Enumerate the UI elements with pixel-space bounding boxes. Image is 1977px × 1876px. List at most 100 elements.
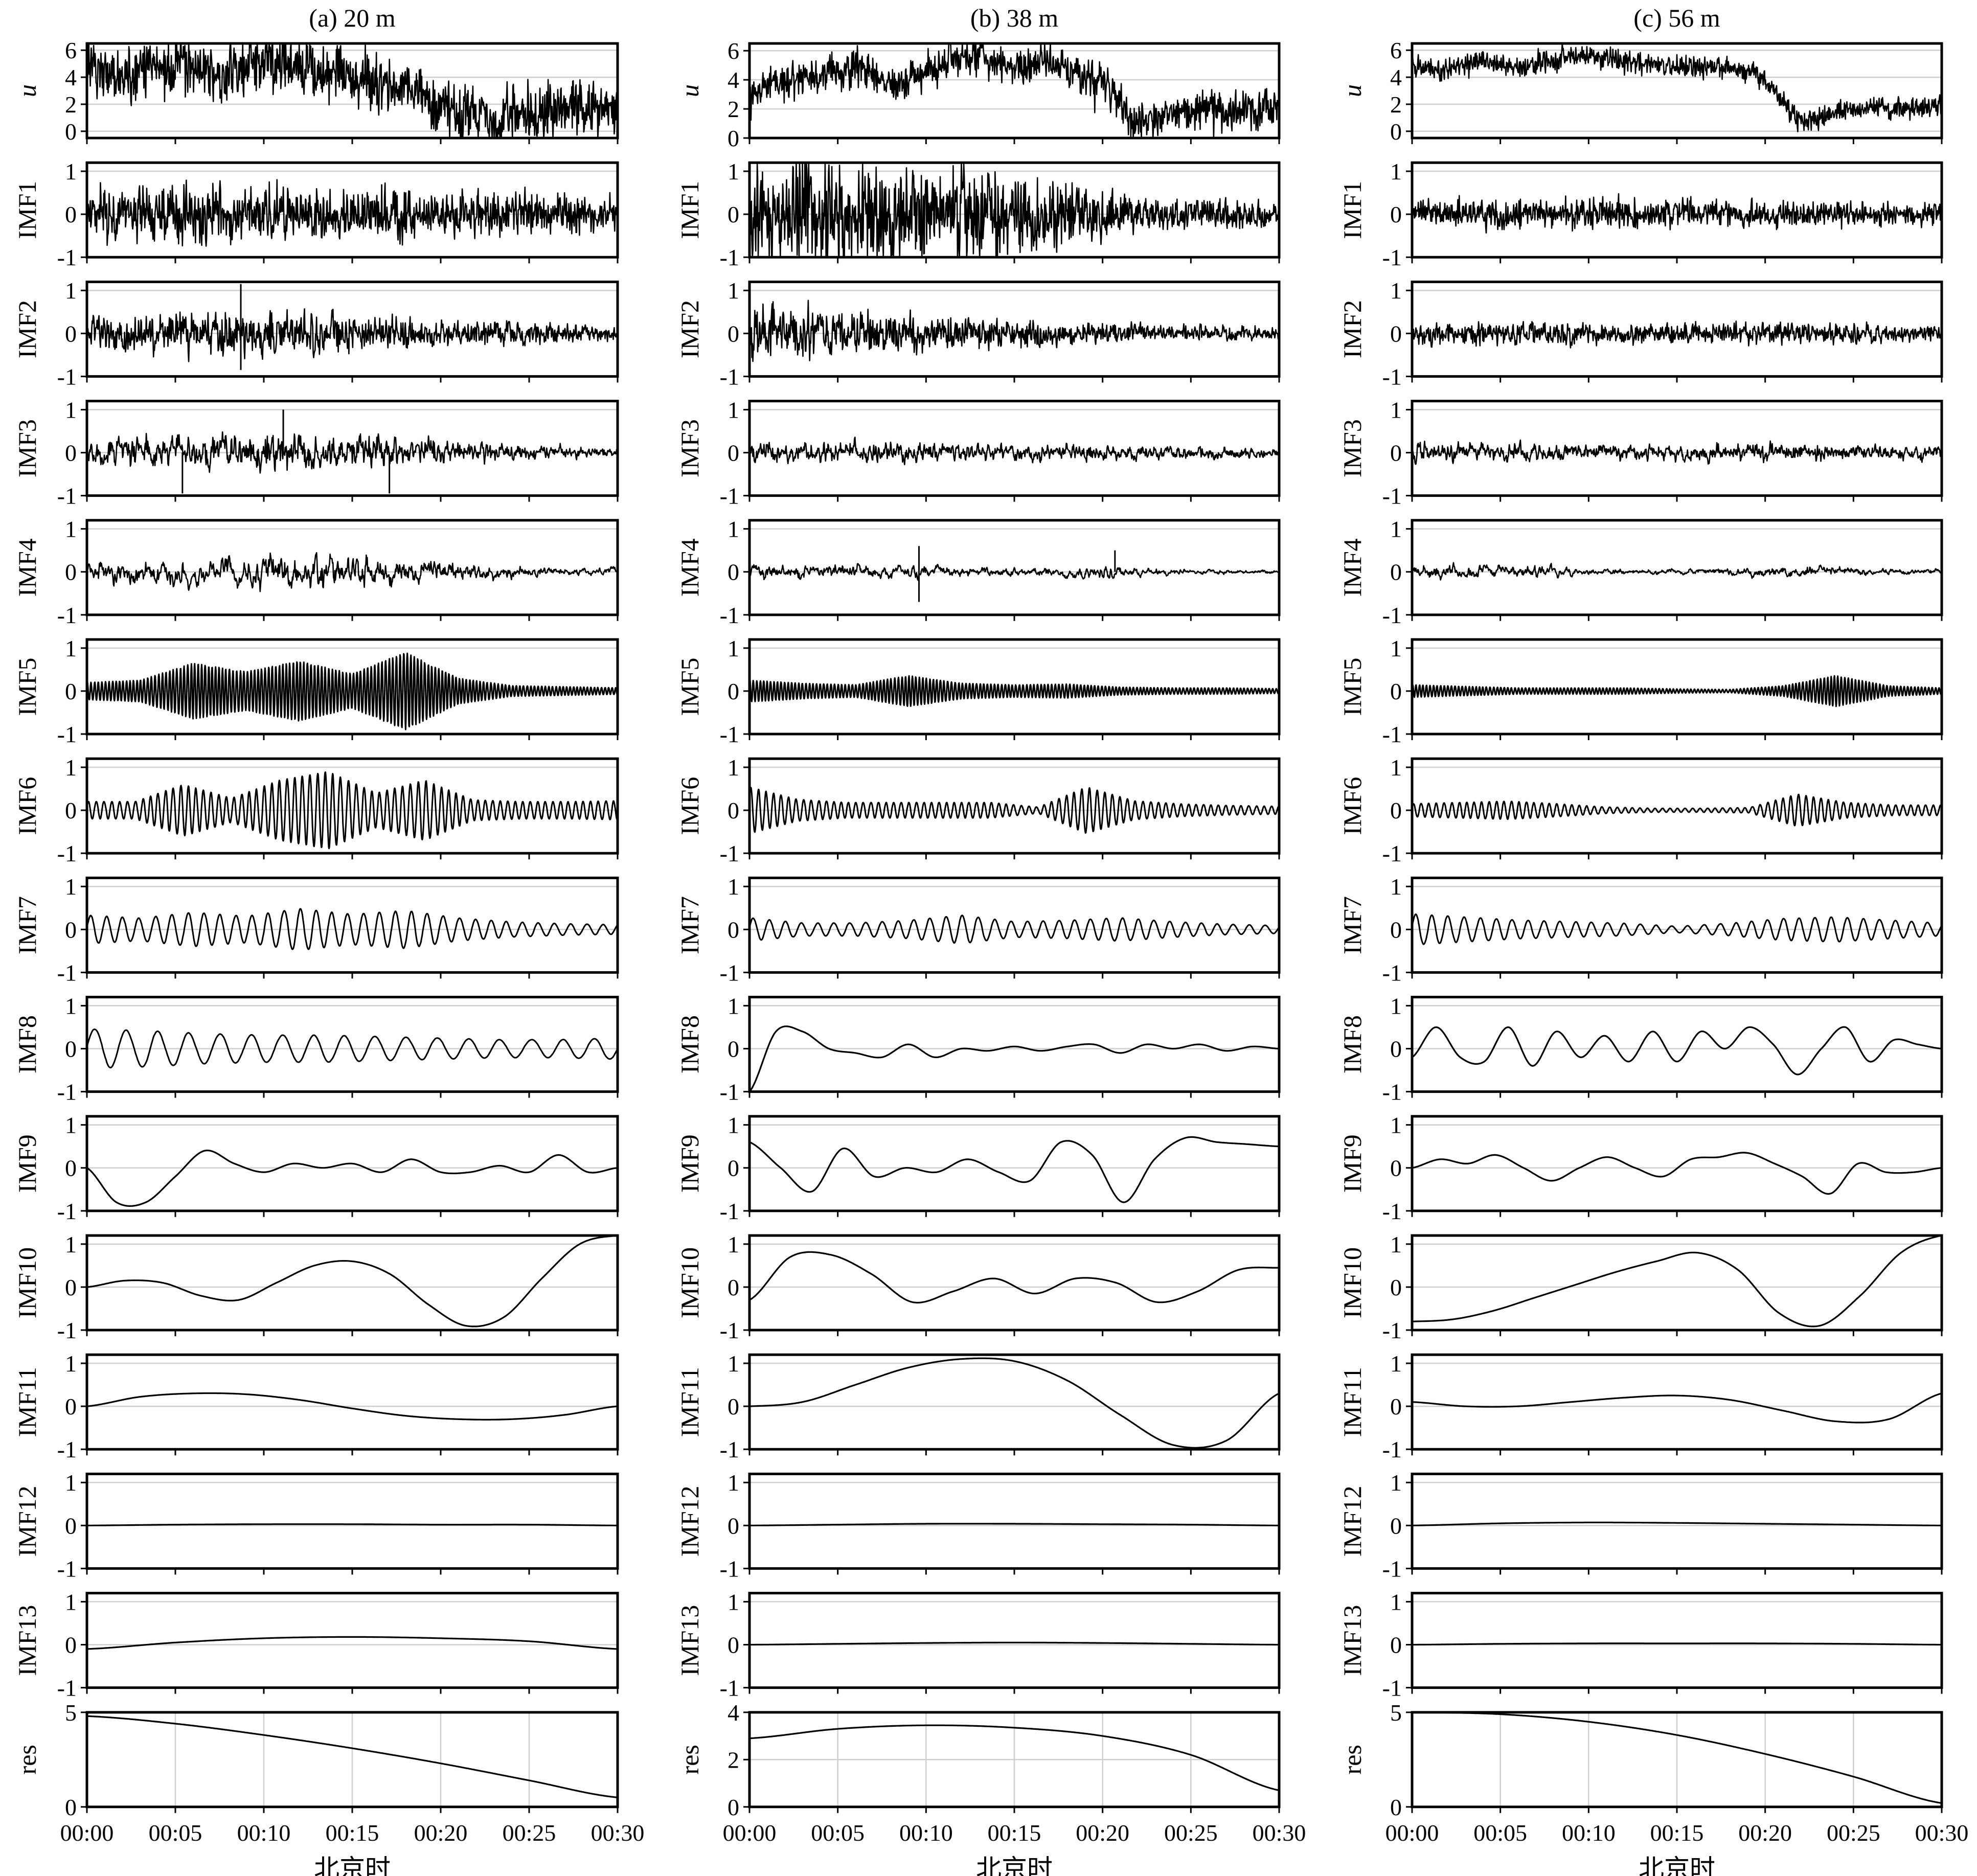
y-axis-label: IMF5 (675, 658, 704, 716)
panel-imf4: -1 0 1 IMF4 (1338, 516, 1943, 628)
panel-imf1: -1 0 1 IMF1 (1338, 158, 1943, 270)
y-axis-label: res (1338, 1745, 1367, 1774)
signal-line (1411, 562, 1943, 581)
y-tick-label: -1 (720, 721, 739, 747)
y-tick-label: 1 (1390, 754, 1402, 781)
panel-frame (748, 638, 1281, 736)
panel-imf9: -1 0 1 IMF9 (1338, 1112, 1943, 1224)
y-axis-label: res (675, 1745, 704, 1774)
signal-line (86, 1392, 618, 1421)
x-tick-label: 00:05 (1473, 1820, 1527, 1846)
y-tick-label: 0 (1390, 797, 1402, 823)
y-tick-label: 0 (1390, 1513, 1402, 1539)
y-tick-label: 1 (728, 635, 739, 661)
panel-imf7: -1 0 1 IMF7 (13, 874, 619, 986)
x-tick-label: 00:05 (811, 1820, 865, 1846)
y-tick-label: -1 (1382, 483, 1402, 509)
y-tick-label: 0 (1390, 917, 1402, 943)
signal-line (86, 1715, 618, 1798)
panel-imf12: -1 0 1 IMF12 (675, 1470, 1281, 1582)
signal-line (1412, 1234, 1942, 1328)
panel-imf10: -1 0 1 IMF10 (1338, 1231, 1943, 1343)
panel-imf1: -1 0 1 IMF1 (675, 158, 1281, 270)
y-axis-label: IMF11 (13, 1367, 41, 1437)
y-tick-label: 1 (1390, 1231, 1402, 1257)
panel-frame (85, 1353, 619, 1451)
signal-line (749, 1641, 1279, 1646)
y-axis-label: IMF6 (675, 777, 704, 835)
panel-imf6: -1 0 1 IMF6 (675, 754, 1281, 866)
panel-imf11: -1 0 1 IMF11 (13, 1351, 619, 1462)
x-tick-label: 00:10 (237, 1820, 291, 1846)
y-tick-label: 1 (65, 635, 77, 661)
y-tick-label: -1 (720, 959, 739, 986)
signal-line (1412, 1711, 1942, 1804)
panel-frame (1411, 876, 1943, 974)
y-tick-label: -1 (57, 483, 77, 509)
y-axis-label: u (1338, 84, 1367, 97)
y-tick-label: 0 (728, 321, 739, 347)
y-tick-label: -1 (57, 1317, 77, 1343)
panel-frame (748, 1472, 1281, 1570)
y-axis-label: IMF8 (675, 1015, 704, 1073)
panel-imf9: -1 0 1 IMF9 (675, 1112, 1281, 1224)
y-axis-label: IMF10 (1338, 1247, 1367, 1318)
y-axis-label: IMF9 (1338, 1134, 1367, 1193)
x-tick-label: 00:00 (1385, 1820, 1439, 1846)
y-tick-label: 1 (1390, 1589, 1402, 1615)
panel-imf2: -1 0 1 IMF2 (13, 278, 619, 390)
y-axis-label: IMF4 (13, 538, 41, 597)
y-tick-label: -1 (57, 840, 77, 866)
column-2: (b) 38 m0246u-101IMF1-101IMF2-101IMF3-10… (675, 4, 1306, 1876)
panel-imf3: -1 0 1 IMF3 (13, 397, 619, 509)
y-tick-label: 0 (65, 1155, 77, 1181)
panel-imf12: -1 0 1 IMF12 (1338, 1470, 1943, 1582)
x-tick-label: 00:15 (988, 1820, 1041, 1846)
y-tick-label: 1 (65, 1351, 77, 1377)
y-axis-label: IMF2 (675, 300, 704, 358)
panel-frame (1411, 1234, 1943, 1332)
y-tick-label: -1 (57, 959, 77, 986)
y-tick-label: 0 (728, 1794, 739, 1820)
y-tick-label: 0 (65, 119, 77, 145)
y-tick-label: 1 (65, 397, 77, 423)
column-1: (a) 20 m0246u-101IMF1-101IMF2-101IMF3-10… (13, 4, 644, 1876)
signal-line (748, 675, 1280, 707)
y-tick-label: 0 (65, 1393, 77, 1420)
y-axis-label: IMF7 (1338, 896, 1367, 954)
y-tick-label: 4 (1390, 64, 1402, 90)
y-tick-label: -1 (720, 1317, 739, 1343)
y-tick-label: 0 (1390, 1274, 1402, 1300)
signal-line (1411, 675, 1943, 707)
y-tick-label: 2 (728, 1747, 739, 1773)
x-tick-label: 00:20 (1076, 1820, 1129, 1846)
x-tick-label: 00:30 (591, 1820, 645, 1846)
panel-imf8: -1 0 1 IMF8 (13, 993, 619, 1105)
y-tick-label: 0 (728, 125, 739, 151)
signal-line (86, 1150, 618, 1207)
x-tick-label: 00:25 (503, 1820, 556, 1846)
y-tick-label: 0 (65, 201, 77, 227)
y-tick-label: 0 (65, 1513, 77, 1539)
y-tick-label: 1 (65, 1231, 77, 1257)
y-tick-label: -1 (720, 1198, 739, 1224)
panel-imf7: -1 0 1 IMF7 (675, 874, 1281, 986)
signal-line (748, 300, 1280, 362)
column-3: (c) 56 m0246u-101IMF1-101IMF2-101IMF3-10… (1338, 4, 1968, 1876)
y-tick-label: -1 (720, 1079, 739, 1105)
signal-line (749, 1136, 1280, 1203)
x-tick-label: 00:00 (723, 1820, 777, 1846)
x-tick-label: 00:25 (1827, 1820, 1880, 1846)
panel-frame (1411, 1592, 1943, 1689)
y-tick-label: 1 (728, 516, 739, 542)
y-axis-label: IMF10 (13, 1247, 41, 1318)
y-tick-label: 4 (728, 1700, 739, 1726)
y-tick-label: -1 (1382, 959, 1402, 986)
y-tick-label: 1 (728, 397, 739, 423)
signal-line (86, 1028, 619, 1069)
y-tick-label: 0 (728, 678, 739, 704)
y-tick-label: 1 (1390, 516, 1402, 542)
y-tick-label: 4 (728, 67, 739, 93)
y-tick-label: 6 (65, 37, 77, 63)
